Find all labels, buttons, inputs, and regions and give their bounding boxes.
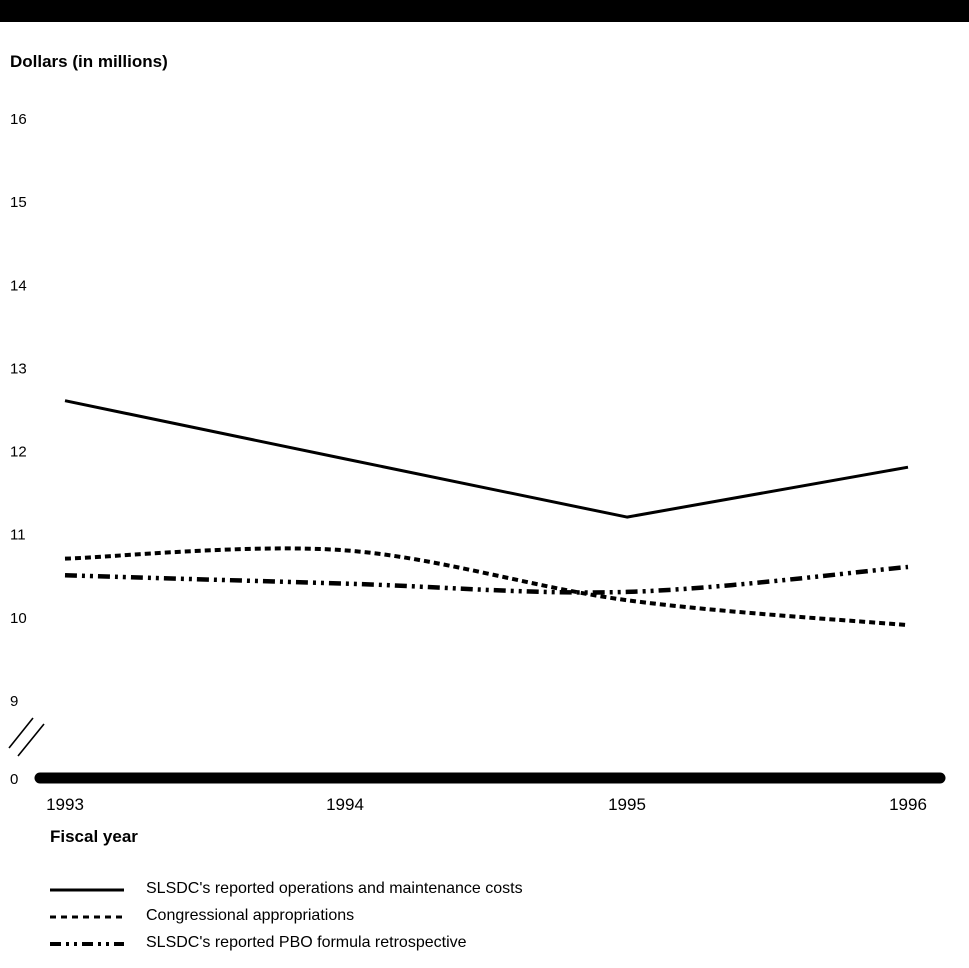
y-tick-label: 12 (10, 444, 27, 461)
y-tick-label: 9 (10, 693, 18, 710)
x-tick-label: 1994 (326, 795, 364, 814)
legend-label: SLSDC's reported operations and maintena… (146, 880, 523, 897)
x-tick-label: 1993 (46, 795, 84, 814)
axis-break-mark (8, 717, 34, 749)
y-axis-title: Dollars (in millions) (10, 52, 168, 71)
y-tick-label: 11 (10, 527, 26, 544)
x-tick-label: 1995 (608, 795, 646, 814)
y-tick-label: 15 (10, 194, 27, 211)
top-bar (0, 0, 969, 22)
legend-label: Congressional appropriations (146, 907, 355, 924)
y-tick-label: 16 (10, 111, 27, 128)
y-tick-label: 14 (10, 277, 27, 294)
legend-label: SLSDC's reported PBO formula retrospecti… (146, 934, 467, 951)
series-line-3 (64, 564, 909, 595)
y-tick-label: 13 (10, 360, 27, 377)
legend-swatch-solid (50, 888, 124, 892)
series-line-1 (64, 399, 909, 519)
y-tick-label: 0 (10, 771, 18, 788)
axis-break-mark (17, 723, 45, 757)
x-tick-label: 1996 (889, 795, 927, 814)
legend-swatch-dotted (50, 915, 124, 919)
y-tick-label: 10 (10, 610, 27, 627)
legend-swatch-dash-dot (50, 942, 124, 946)
x-axis-title: Fiscal year (50, 827, 138, 846)
series-line-2 (64, 546, 909, 628)
